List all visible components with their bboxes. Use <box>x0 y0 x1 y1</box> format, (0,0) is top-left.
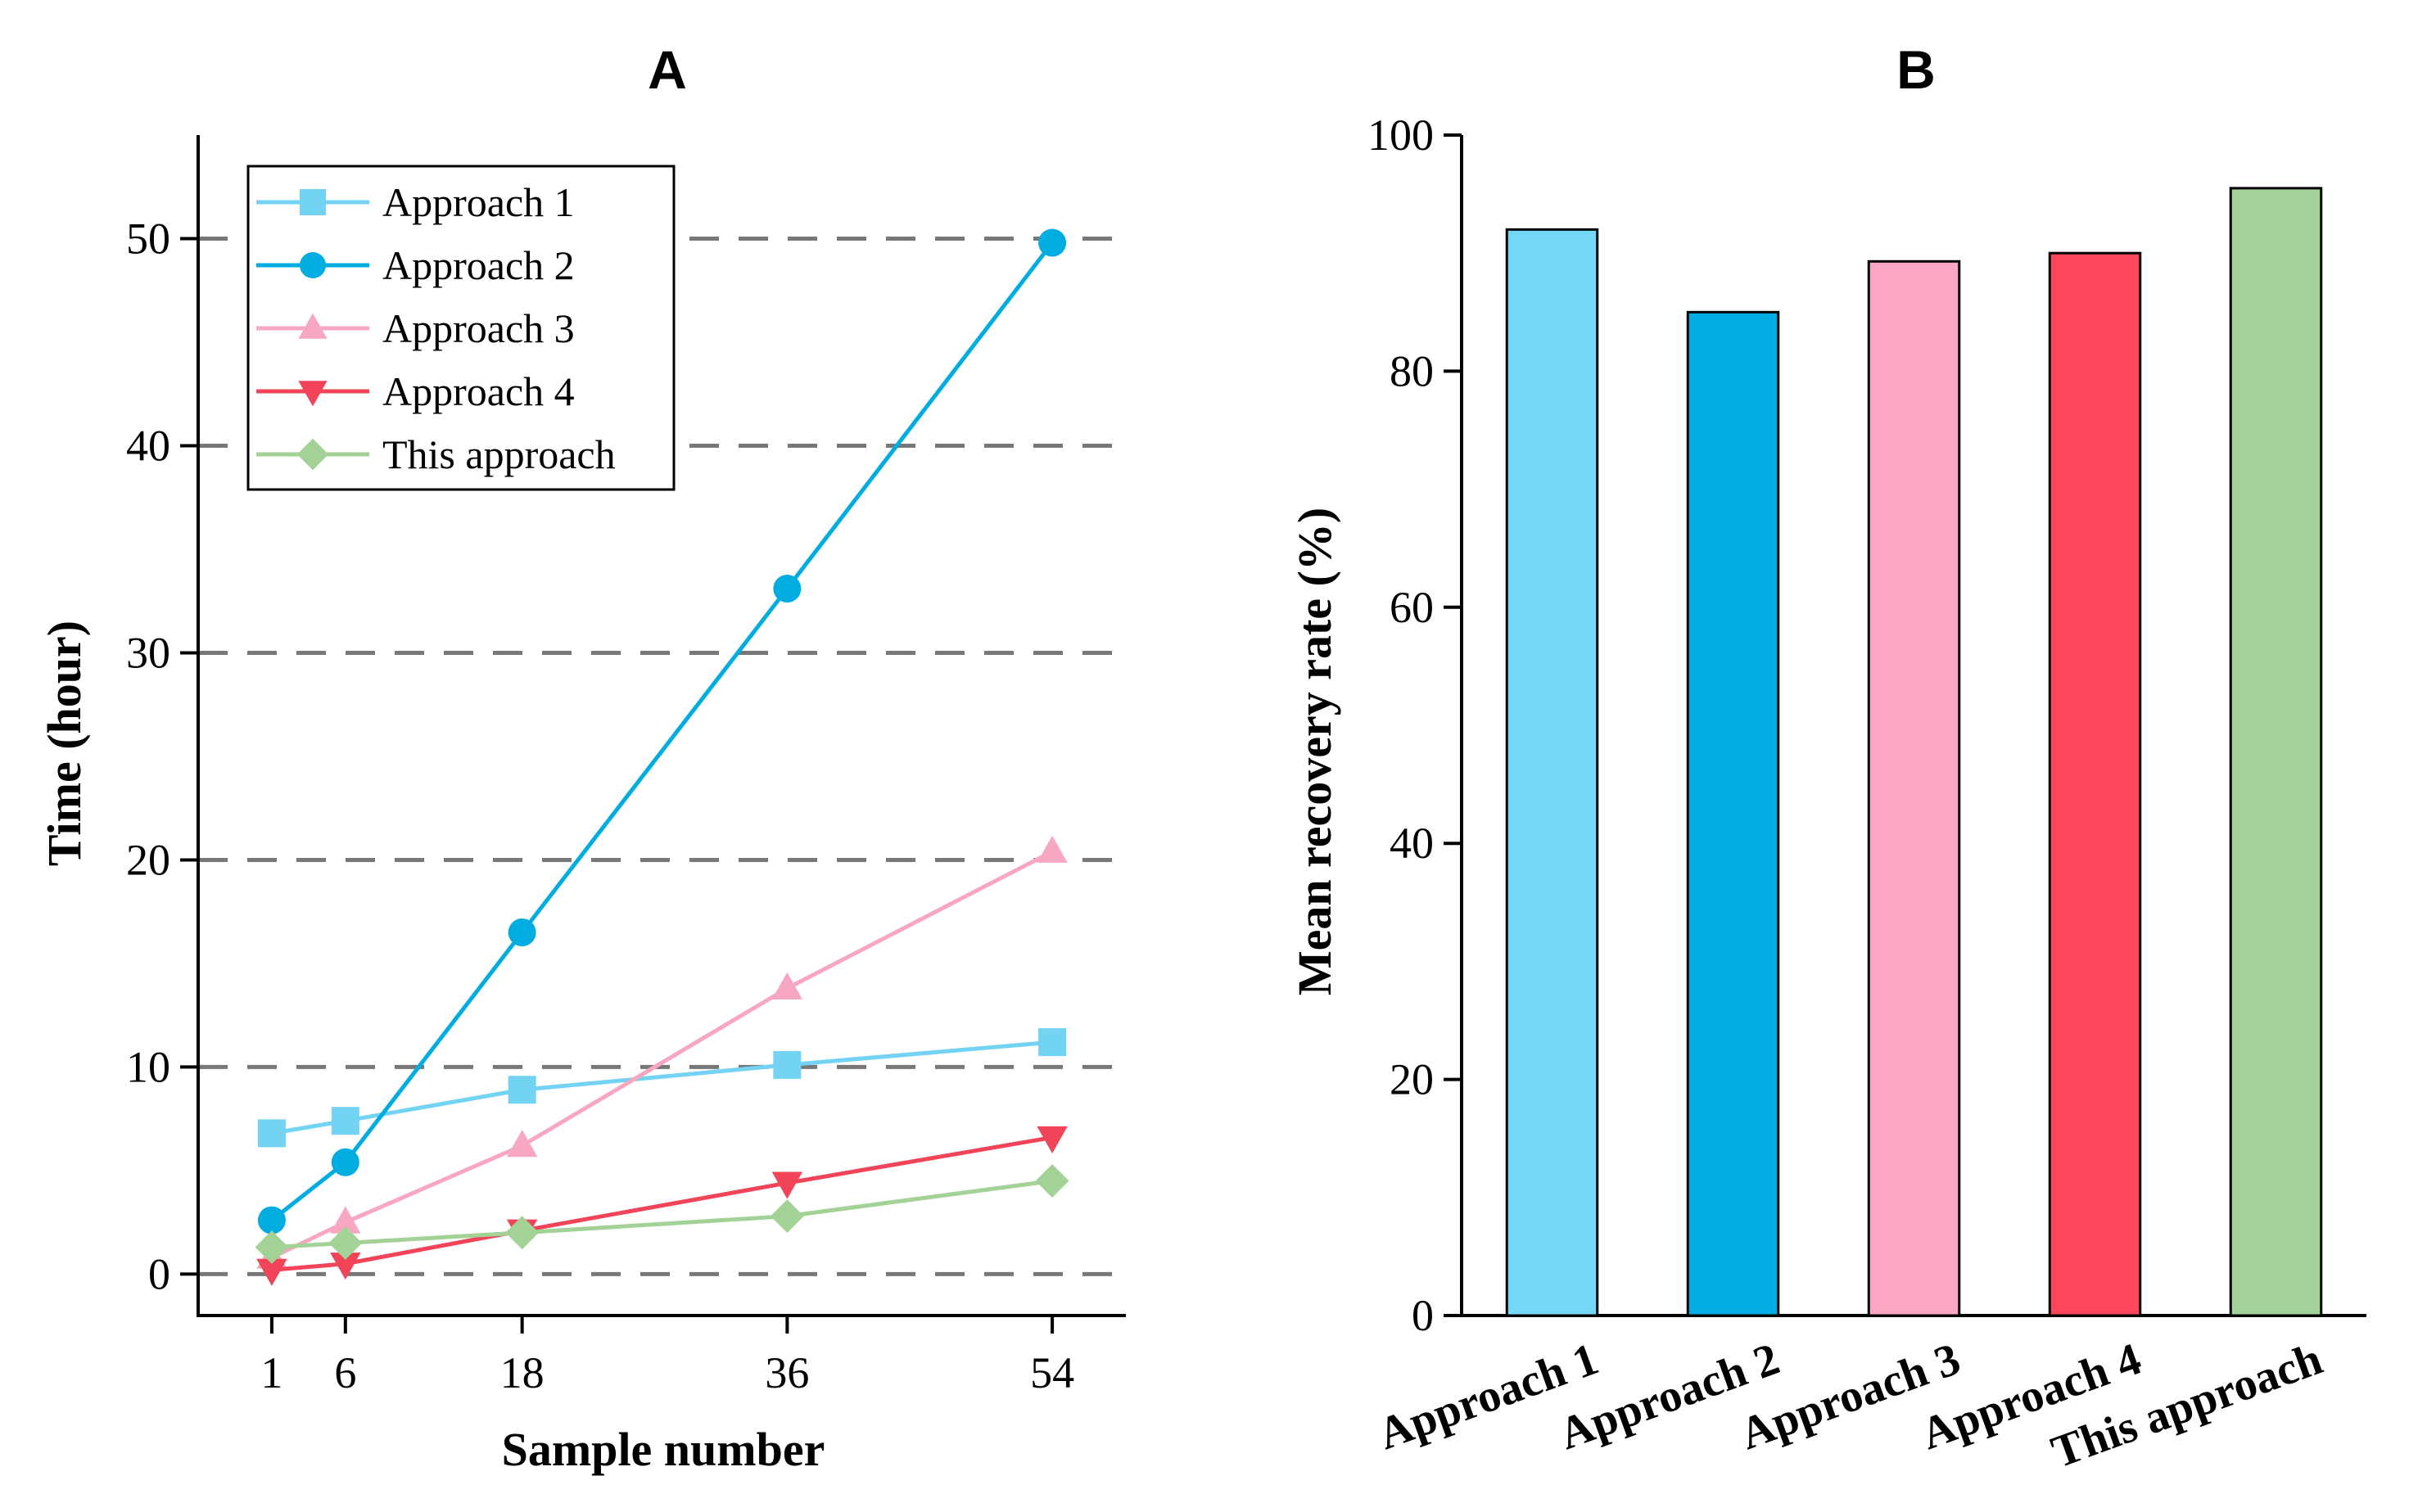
point-approach-3-6 <box>330 1206 361 1234</box>
b-y-tick-label-20: 20 <box>1390 1055 1434 1104</box>
b-y-tick-label-80: 80 <box>1390 346 1434 395</box>
y-tick-label-0: 0 <box>148 1249 170 1298</box>
legend-marker-approach-4 <box>298 381 328 407</box>
panel-a-y-axis-title: Time (hour) <box>38 621 91 866</box>
point-approach-2-36 <box>773 575 802 603</box>
panel-b-y-ticks: 0 20 40 60 80 100 <box>1367 111 1462 1340</box>
y-tick-label-20: 20 <box>126 835 170 884</box>
panel-a-x-ticks: 1 6 18 36 54 <box>260 1316 1074 1397</box>
point-approach-2-6 <box>331 1148 359 1176</box>
x-tick-label-6: 6 <box>334 1348 356 1397</box>
point-this-approach-1 <box>255 1230 289 1264</box>
point-approach-3-18 <box>506 1130 538 1158</box>
series-this-approach <box>255 1164 1069 1264</box>
point-this-approach-54 <box>1035 1164 1069 1198</box>
y-tick-label-30: 30 <box>126 628 170 677</box>
x-tick-label-36: 36 <box>765 1348 809 1397</box>
legend-marker-approach-1 <box>300 189 326 215</box>
panel-a-axis-lines <box>197 135 1126 1317</box>
series-approach-3 <box>256 835 1068 1269</box>
series-approach-2 <box>257 228 1067 1234</box>
point-this-approach-6 <box>328 1226 363 1260</box>
legend-label-approach-4: Approach 4 <box>382 368 575 414</box>
point-approach-4-6 <box>330 1252 361 1280</box>
panel-a-title: A <box>648 39 687 100</box>
legend-marker-this-approach <box>296 438 329 471</box>
legend-label-approach-2: Approach 2 <box>382 242 575 288</box>
point-approach-1-36 <box>773 1050 802 1079</box>
panel-a-y-ticks: 0 10 20 30 40 50 <box>126 214 198 1298</box>
panel-a-axes <box>197 135 1126 1317</box>
point-approach-1-6 <box>331 1107 359 1135</box>
point-approach-2-18 <box>508 918 536 946</box>
b-y-tick-label-100: 100 <box>1367 111 1434 160</box>
legend-label-this-approach: This approach <box>382 431 616 477</box>
point-approach-4-1 <box>256 1258 287 1286</box>
panel-b-bars <box>1505 187 2323 1317</box>
legend-label-approach-3: Approach 3 <box>382 305 575 351</box>
point-approach-4-54 <box>1037 1126 1068 1153</box>
series-line-this-approach <box>271 1179 1053 1250</box>
point-approach-3-54 <box>1037 835 1068 863</box>
point-approach-1-54 <box>1038 1028 1067 1057</box>
y-tick-label-50: 50 <box>126 214 170 263</box>
legend-label-approach-1: Approach 1 <box>382 179 575 225</box>
bar-this-approach <box>2229 187 2323 1317</box>
panel-a-x-axis-title: Sample number <box>502 1423 825 1476</box>
panel-b-y-axis-title: Mean recovery rate (%) <box>1288 508 1341 995</box>
series-approach-1 <box>257 1028 1067 1148</box>
point-this-approach-18 <box>505 1216 540 1250</box>
bar-approach-2 <box>1686 310 1780 1317</box>
panel-a-series <box>255 228 1069 1286</box>
x-tick-label-18: 18 <box>500 1348 545 1397</box>
x-tick-label-54: 54 <box>1030 1348 1074 1397</box>
point-approach-2-54 <box>1038 228 1067 257</box>
point-approach-2-1 <box>257 1206 286 1234</box>
y-tick-label-40: 40 <box>126 421 170 470</box>
x-tick-label-1: 1 <box>260 1348 282 1397</box>
bar-approach-3 <box>1867 260 1961 1317</box>
point-this-approach-36 <box>770 1199 804 1233</box>
panel-b-title: B <box>1896 39 1936 100</box>
point-approach-3-36 <box>771 972 803 1000</box>
legend-marker-approach-3 <box>298 313 328 339</box>
panel-a-line-chart: A 0 10 20 30 40 50 1 6 18 36 54 Sample number Tim… <box>38 39 1126 1476</box>
bar-approach-1 <box>1505 228 1599 1317</box>
b-y-tick-label-40: 40 <box>1390 819 1434 868</box>
point-approach-4-36 <box>771 1171 803 1199</box>
legend-marker-approach-2 <box>300 252 326 278</box>
point-approach-1-18 <box>508 1076 536 1104</box>
series-line-approach-1 <box>271 1040 1053 1135</box>
y-tick-label-10: 10 <box>126 1042 170 1091</box>
bar-approach-4 <box>2048 251 2142 1317</box>
point-approach-1-1 <box>257 1119 286 1148</box>
panel-a-legend: Approach 1 Approach 2 Approach 3 Approach 4… <box>246 165 676 491</box>
b-y-tick-label-0: 0 <box>1412 1291 1434 1340</box>
b-y-tick-label-60: 60 <box>1390 583 1434 632</box>
